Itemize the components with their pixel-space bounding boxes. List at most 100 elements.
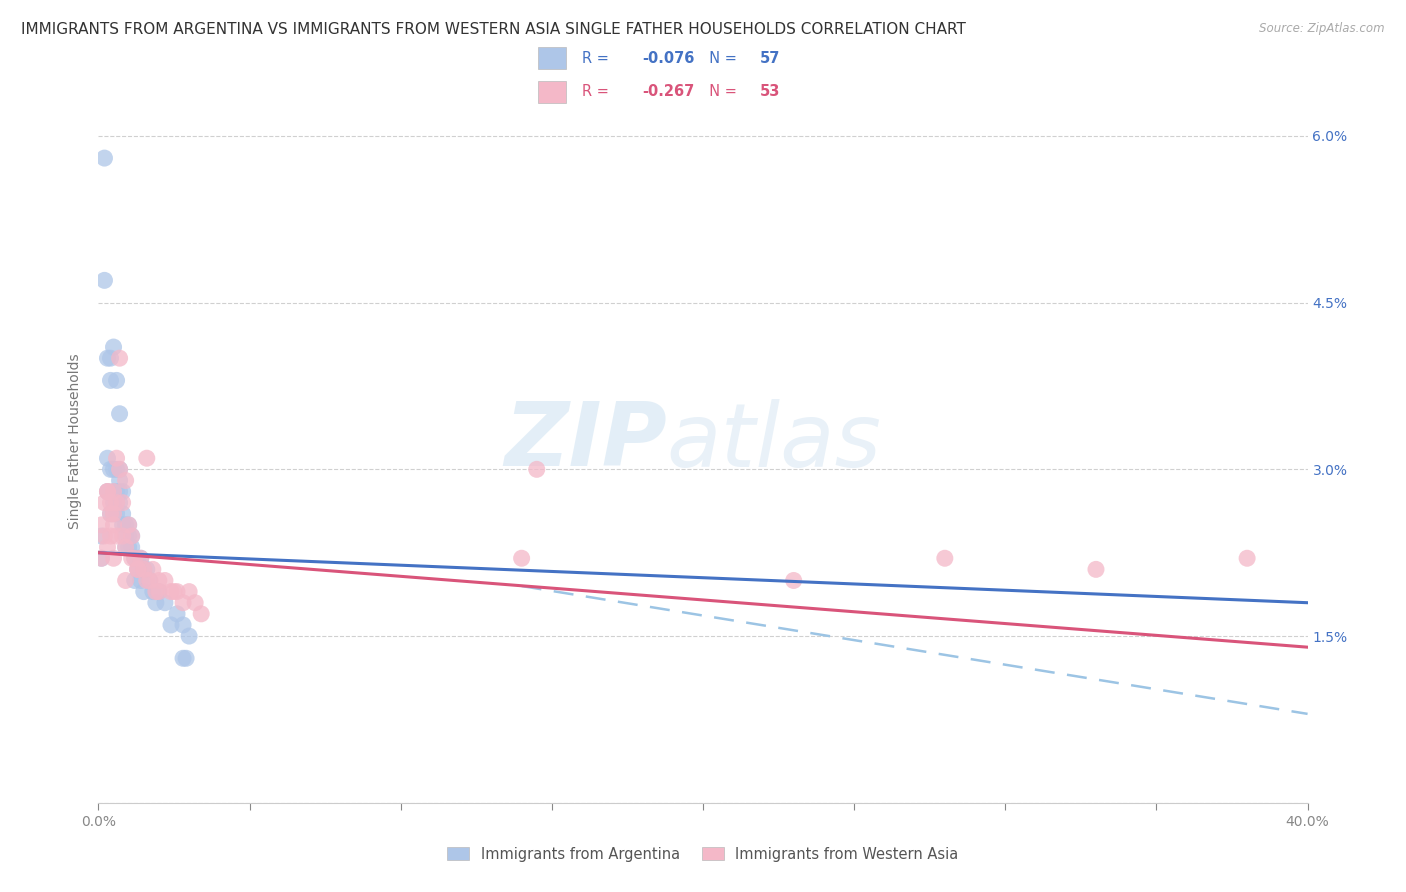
- Point: [100, 507, 122, 521]
- Text: atlas: atlas: [666, 399, 882, 484]
- Point: [174, 651, 197, 665]
- Point: [108, 462, 131, 476]
- Point: [114, 474, 136, 488]
- Text: Source: ZipAtlas.com: Source: ZipAtlas.com: [1260, 22, 1385, 36]
- Point: [100, 373, 122, 387]
- Point: [90, 529, 112, 543]
- Point: [105, 462, 128, 476]
- Point: [108, 407, 131, 421]
- Point: [118, 517, 141, 532]
- Point: [118, 529, 141, 543]
- Point: [121, 529, 143, 543]
- Point: [148, 584, 170, 599]
- Point: [142, 562, 165, 576]
- Text: ZIP: ZIP: [503, 398, 666, 485]
- Point: [105, 529, 128, 543]
- Point: [135, 562, 157, 576]
- Point: [114, 517, 136, 532]
- Point: [96, 540, 118, 554]
- Point: [100, 496, 122, 510]
- Point: [139, 574, 162, 588]
- Point: [148, 584, 170, 599]
- Point: [103, 484, 125, 499]
- Point: [163, 584, 186, 599]
- Point: [160, 584, 183, 599]
- Point: [142, 584, 165, 599]
- Point: [172, 651, 194, 665]
- Point: [179, 629, 201, 643]
- Point: [934, 551, 956, 566]
- Point: [114, 540, 136, 554]
- Text: 53: 53: [761, 84, 780, 99]
- Point: [93, 496, 115, 510]
- Text: R =: R =: [582, 84, 613, 99]
- Point: [96, 484, 118, 499]
- Point: [132, 562, 155, 576]
- Point: [111, 496, 134, 510]
- Point: [124, 551, 146, 566]
- Point: [103, 340, 125, 354]
- Point: [190, 607, 212, 621]
- Text: N =: N =: [700, 51, 741, 66]
- Point: [114, 574, 136, 588]
- Point: [108, 484, 131, 499]
- Point: [103, 496, 125, 510]
- Point: [127, 562, 149, 576]
- Point: [103, 484, 125, 499]
- Point: [114, 529, 136, 543]
- Text: 57: 57: [761, 51, 780, 66]
- Point: [103, 462, 125, 476]
- Point: [127, 551, 149, 566]
- Point: [105, 373, 128, 387]
- Point: [124, 574, 146, 588]
- Text: IMMIGRANTS FROM ARGENTINA VS IMMIGRANTS FROM WESTERN ASIA SINGLE FATHER HOUSEHOL: IMMIGRANTS FROM ARGENTINA VS IMMIGRANTS …: [21, 22, 966, 37]
- Point: [129, 574, 152, 588]
- Point: [111, 507, 134, 521]
- Point: [100, 351, 122, 366]
- Point: [103, 507, 125, 521]
- Point: [166, 584, 188, 599]
- Point: [118, 540, 141, 554]
- Text: N =: N =: [700, 84, 741, 99]
- Point: [93, 529, 115, 543]
- Text: R =: R =: [582, 51, 613, 66]
- Point: [100, 507, 122, 521]
- Point: [118, 517, 141, 532]
- Point: [93, 273, 115, 287]
- Point: [160, 618, 183, 632]
- Point: [105, 496, 128, 510]
- Point: [166, 607, 188, 621]
- Point: [111, 484, 134, 499]
- Point: [132, 584, 155, 599]
- Y-axis label: Single Father Households: Single Father Households: [69, 354, 83, 529]
- Point: [121, 529, 143, 543]
- Point: [172, 618, 194, 632]
- Point: [103, 551, 125, 566]
- Point: [145, 584, 167, 599]
- Point: [145, 596, 167, 610]
- Point: [526, 462, 548, 476]
- Point: [127, 562, 149, 576]
- Point: [90, 551, 112, 566]
- Point: [96, 351, 118, 366]
- Point: [108, 474, 131, 488]
- Point: [111, 517, 134, 532]
- Point: [127, 562, 149, 576]
- Point: [90, 551, 112, 566]
- Point: [108, 496, 131, 510]
- Point: [510, 551, 533, 566]
- Point: [129, 551, 152, 566]
- Point: [96, 484, 118, 499]
- Point: [121, 551, 143, 566]
- Point: [172, 596, 194, 610]
- Text: -0.076: -0.076: [643, 51, 695, 66]
- Point: [129, 551, 152, 566]
- Point: [105, 484, 128, 499]
- Point: [103, 517, 125, 532]
- Point: [90, 517, 112, 532]
- Point: [124, 551, 146, 566]
- Point: [103, 507, 125, 521]
- Point: [1085, 562, 1108, 576]
- Point: [105, 451, 128, 466]
- Text: -0.267: -0.267: [643, 84, 695, 99]
